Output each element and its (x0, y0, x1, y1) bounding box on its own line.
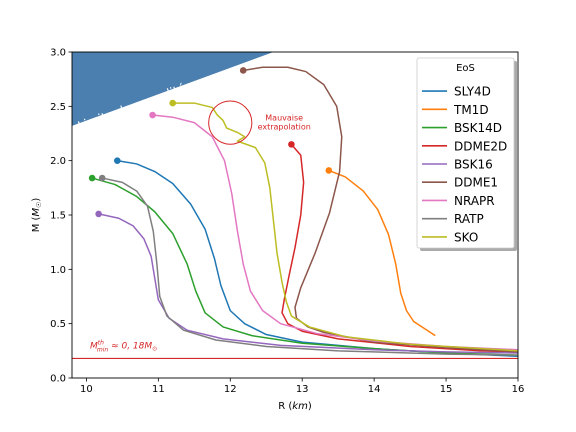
causality-limit-region (72, 52, 274, 126)
series-max-point-ddme1 (239, 67, 247, 74)
x-tick-label: 10 (80, 384, 93, 395)
legend-label-ddme1: DDME1 (454, 176, 498, 190)
series-max-point-bsk16 (95, 210, 102, 218)
x-tick-label: 12 (224, 384, 237, 395)
series-max-point-sly4d (114, 157, 121, 164)
legend: EoS SLY4D TM1D BSK14D DDME2D BSK16 DDME1 NRAPR R… (416, 57, 517, 251)
legend-label-tm1d: TM1D (453, 103, 489, 117)
x-tick-label: 16 (512, 384, 525, 395)
series-max-point-ddme2d (288, 141, 295, 148)
x-tick-label: 13 (296, 384, 309, 395)
x-axis-label: R (km) (278, 401, 312, 412)
series-line-bsk14d (91, 177, 518, 356)
legend-label-bsk14d: BSK14D (454, 121, 502, 135)
bad-extrapolation-label: Mauvaise extrapolation (258, 113, 311, 131)
plot-area: Limite de causalité Mauvaise extrapolation… (72, 52, 518, 360)
legend-label-ratp: RATP (454, 212, 484, 226)
y-tick-label: 3.0 (50, 48, 66, 59)
series-max-point-tm1d (325, 167, 333, 174)
x-tick-label: 14 (368, 384, 381, 395)
series-line-ddme1 (243, 66, 518, 353)
y-tick-label: 2.5 (50, 102, 66, 113)
legend-label-bsk16: BSK16 (454, 158, 493, 172)
series-line-tm1d (328, 169, 436, 337)
y-tick-label: 2.0 (50, 156, 66, 167)
x-tick-label: 11 (152, 384, 165, 395)
series-line-ratp (102, 177, 518, 356)
series-max-point-nrapr (149, 111, 156, 119)
minimum-mass-label: Mth min ≈ 0, 18M⊙ (90, 340, 157, 354)
y-axis-label: M (M☉) (31, 198, 43, 233)
series-line-sko (172, 102, 518, 352)
y-tick-label: 1.5 (50, 211, 66, 222)
series-line-ddme2d (281, 143, 518, 353)
legend-label-nrapr: NRAPR (454, 194, 495, 208)
axes: 10 11 12 13 14 15 16 0.0 0.5 1.0 1.5 2.0 2.5 3.0 (50, 48, 524, 396)
series-max-point-sko (169, 99, 177, 107)
x-tick-label: 15 (440, 384, 453, 395)
legend-label-sko: SKO (454, 230, 478, 244)
y-tick-label: 1.0 (50, 265, 66, 276)
bad-extrapolation-circle (208, 100, 253, 145)
legend-label-ddme2d: DDME2D (454, 139, 507, 153)
y-tick-label: 0.0 (50, 374, 66, 385)
series-max-point-bsk14d (88, 174, 96, 182)
legend-title: EoS (456, 63, 475, 74)
legend-label-sly4d: SLY4D (454, 85, 491, 99)
series-max-point-ratp (98, 174, 106, 182)
y-tick-label: 0.5 (50, 319, 66, 330)
